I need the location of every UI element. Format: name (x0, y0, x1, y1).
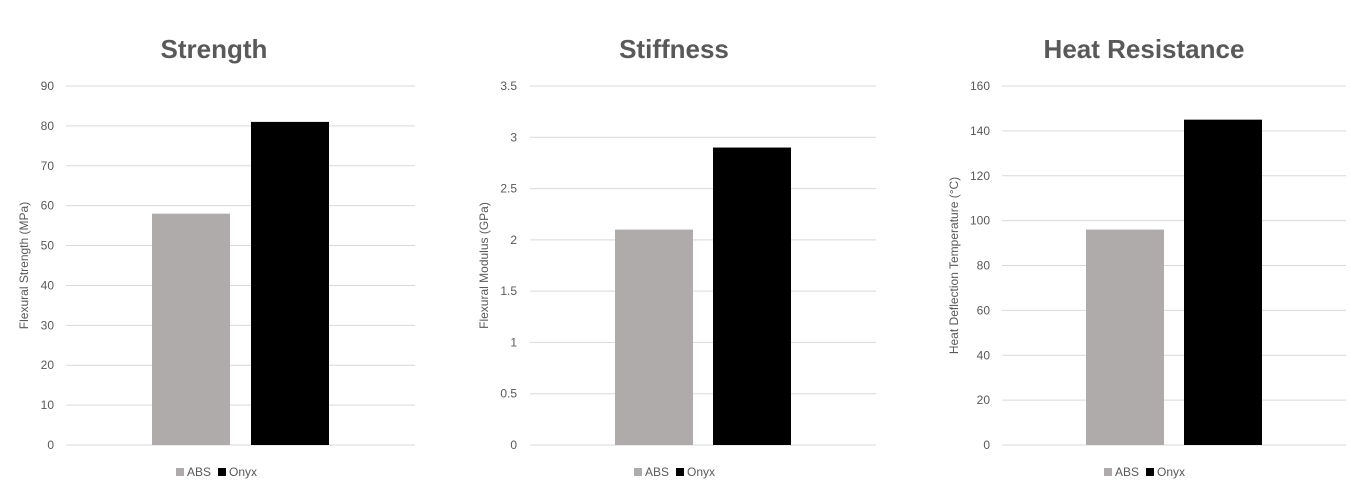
chart-1-y-tick-label: 80 (41, 119, 55, 133)
chart-3: Heat Resistance 0 20 40 60 80 100 120 140 160 Heat… (947, 34, 1346, 479)
chart-2-bar-onyx (713, 147, 791, 446)
chart-3-legend-swatch-abs (1104, 468, 1112, 476)
chart-1-y-tick-label: 60 (41, 199, 55, 213)
chart-2-y-tick-label: 0 (510, 438, 517, 452)
chart-1-legend-label-abs: ABS (187, 465, 211, 479)
chart-3-legend-swatch-onyx (1146, 468, 1154, 476)
chart-2-legend-swatch-onyx (676, 468, 684, 476)
chart-3-y-axis-label: Heat Deflection Temperature (°C) (947, 177, 961, 354)
chart-3-y-tick-label: 0 (983, 438, 990, 452)
chart-1-y-axis-label: Flexural Strength (MPa) (17, 202, 31, 329)
chart-3-y-tick-label: 160 (970, 79, 990, 93)
chart-1-y-tick-label: 20 (41, 358, 55, 372)
chart-3-bar-onyx (1184, 119, 1262, 445)
chart-2-legend-label-onyx: Onyx (687, 465, 715, 479)
chart-3-y-tick-label: 120 (970, 169, 990, 183)
chart-1-y-tick-label: 30 (41, 318, 55, 332)
chart-1-y-tick-label: 50 (41, 239, 55, 253)
chart-2-legend-swatch-abs (634, 468, 642, 476)
chart-3-legend-label-onyx: Onyx (1157, 465, 1185, 479)
chart-3-y-tick-label: 80 (977, 259, 991, 273)
chart-1-y-tick-label: 70 (41, 159, 55, 173)
chart-3-bar-abs (1086, 229, 1164, 445)
chart-1-title: Strength (161, 34, 268, 64)
chart-1-bar-abs (152, 213, 230, 445)
chart-2-y-tick-label: 0.5 (500, 387, 517, 401)
chart-2: Stiffness 0 0.5 1 1.5 2 2.5 3 3.5 Flexural Modulu… (477, 34, 876, 479)
chart-3-y-tick-label: 100 (970, 214, 990, 228)
chart-1-y-tick-label: 90 (41, 79, 55, 93)
chart-2-bar-abs (615, 229, 693, 445)
chart-2-y-tick-label: 3.5 (500, 79, 517, 93)
chart-3-y-tick-label: 40 (977, 348, 991, 362)
chart-1-legend-swatch-onyx (218, 468, 226, 476)
chart-3-y-tick-label: 140 (970, 124, 990, 138)
chart-2-y-tick-label: 1.5 (500, 284, 517, 298)
chart-2-legend-label-abs: ABS (645, 465, 669, 479)
chart-1-y-tick-label: 0 (47, 438, 54, 452)
chart-1-legend-label-onyx: Onyx (229, 465, 257, 479)
chart-2-title: Stiffness (619, 34, 729, 64)
chart-3-title: Heat Resistance (1044, 34, 1245, 64)
chart-1: Strength 0 10 20 30 40 50 60 70 80 90 Flexural Stre… (17, 34, 415, 479)
chart-1-bar-onyx (251, 121, 329, 446)
chart-2-y-tick-label: 2.5 (500, 182, 517, 196)
chart-3-y-tick-label: 20 (977, 393, 991, 407)
chart-3-legend-label-abs: ABS (1115, 465, 1139, 479)
chart-2-y-tick-label: 2 (510, 233, 517, 247)
chart-2-y-tick-label: 1 (510, 335, 517, 349)
chart-1-y-tick-label: 40 (41, 278, 55, 292)
chart-3-y-tick-label: 60 (977, 303, 991, 317)
chart-1-y-tick-label: 10 (41, 398, 55, 412)
chart-2-y-axis-label: Flexural Modulus (GPa) (477, 202, 491, 329)
chart-2-y-tick-label: 3 (510, 130, 517, 144)
chart-1-legend-swatch-abs (176, 468, 184, 476)
